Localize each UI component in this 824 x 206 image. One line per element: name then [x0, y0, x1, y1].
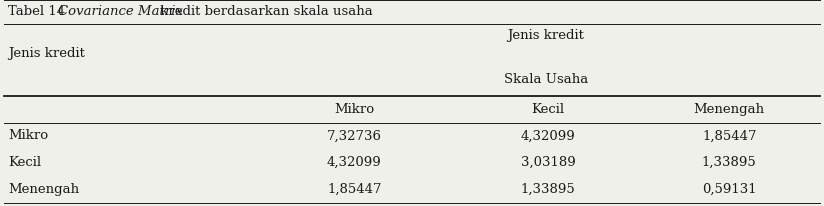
Text: 4,32099: 4,32099 — [521, 129, 575, 143]
Text: 4,32099: 4,32099 — [327, 156, 382, 169]
Text: Jenis kredit: Jenis kredit — [8, 47, 85, 60]
Text: Mikro: Mikro — [335, 103, 374, 116]
Text: 1,33895: 1,33895 — [521, 183, 575, 196]
Text: Menengah: Menengah — [694, 103, 765, 116]
Text: 1,33895: 1,33895 — [702, 156, 756, 169]
Text: 1,85447: 1,85447 — [327, 183, 382, 196]
Text: Tabel 14: Tabel 14 — [8, 5, 69, 18]
Text: Kecil: Kecil — [531, 103, 564, 116]
Text: kredit berdasarkan skala usaha: kredit berdasarkan skala usaha — [157, 5, 373, 18]
Text: 7,32736: 7,32736 — [327, 129, 382, 143]
Text: Mikro: Mikro — [8, 129, 49, 143]
Text: Skala Usaha: Skala Usaha — [503, 73, 588, 86]
Text: Covariance Matrix: Covariance Matrix — [58, 5, 183, 18]
Text: 0,59131: 0,59131 — [702, 183, 756, 196]
Text: 1,85447: 1,85447 — [702, 129, 756, 143]
Text: 3,03189: 3,03189 — [521, 156, 575, 169]
Text: Jenis kredit: Jenis kredit — [508, 29, 584, 42]
Text: Kecil: Kecil — [8, 156, 41, 169]
Text: Menengah: Menengah — [8, 183, 79, 196]
